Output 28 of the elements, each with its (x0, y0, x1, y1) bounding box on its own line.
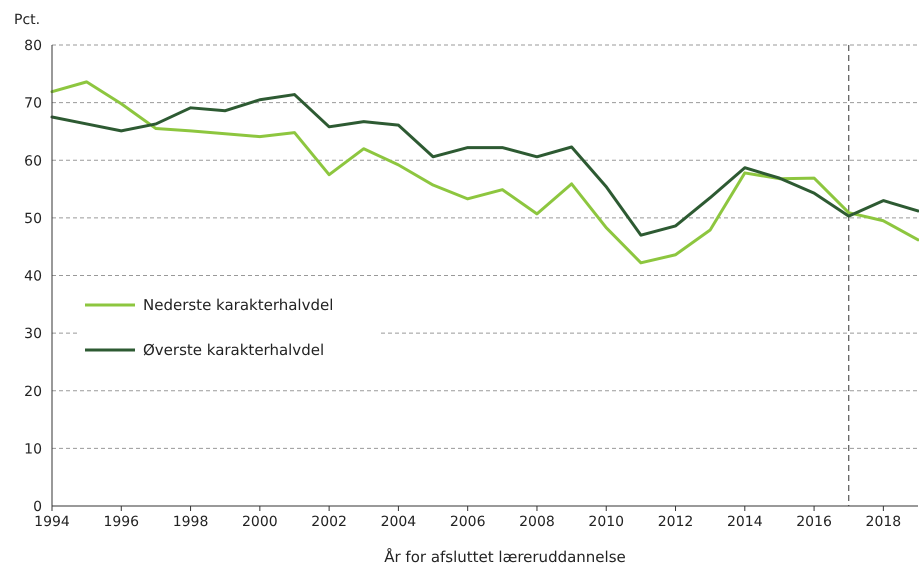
x-tick-label: 1994 (34, 514, 70, 530)
x-tick-label: 2002 (311, 514, 347, 530)
line-series (50, 93, 919, 237)
y-tick-label: 30 (24, 326, 42, 342)
x-tick-label: 2004 (380, 514, 416, 530)
y-tick-label: 60 (24, 153, 42, 170)
x-axis-title: År for afsluttet læreruddannelse (384, 548, 626, 566)
legend-label: Nederste karakterhalvdel (143, 296, 334, 314)
x-tick-label: 1996 (103, 514, 140, 530)
y-tick-label: 50 (24, 210, 42, 227)
y-tick-label: 0 (33, 499, 42, 515)
x-tick-label: 2000 (242, 514, 278, 530)
x-tick-label: 2010 (588, 514, 624, 530)
x-tick-label: 2018 (866, 514, 902, 530)
y-tick-label: 20 (24, 384, 42, 400)
x-tick-label: 2016 (796, 514, 832, 530)
x-tick-label: 1998 (172, 514, 208, 530)
y-tick-label: 70 (24, 96, 42, 112)
legend-label: Øverste karakterhalvdel (143, 341, 324, 359)
line-series (50, 80, 919, 264)
y-axis-title: Pct. (14, 12, 40, 28)
x-tick-label: 2008 (519, 514, 555, 530)
y-tick-label: 10 (24, 441, 42, 458)
x-tick-label: 2006 (450, 514, 486, 530)
x-tick-label: 2014 (726, 514, 763, 530)
y-tick-label: 40 (24, 268, 42, 284)
x-tick-label: 2012 (658, 514, 694, 530)
y-tick-label: 80 (24, 38, 42, 54)
